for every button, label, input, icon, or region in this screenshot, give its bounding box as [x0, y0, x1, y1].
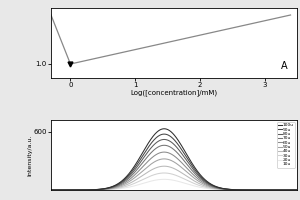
Y-axis label: Intensity/a.u.: Intensity/a.u.	[27, 134, 32, 176]
Text: A: A	[280, 61, 287, 71]
X-axis label: Log([concentration]/mM): Log([concentration]/mM)	[130, 90, 218, 96]
Legend: 100u, 90u, 80u, 70u, 60u, 50u, 40u, 30u, 20u, 10u: 100u, 90u, 80u, 70u, 60u, 50u, 40u, 30u,…	[277, 122, 295, 168]
